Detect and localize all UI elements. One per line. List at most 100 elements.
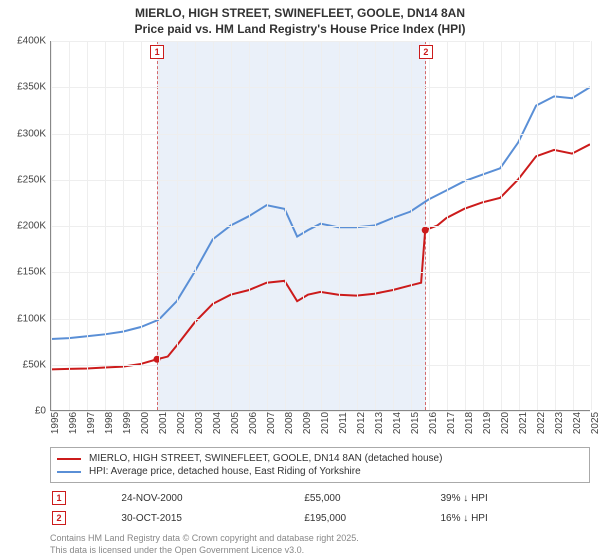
x-tick-label: 2006 xyxy=(248,412,259,434)
x-tick-label: 2021 xyxy=(518,412,529,434)
gridline-v xyxy=(429,41,430,410)
gridline-v xyxy=(267,41,268,410)
x-tick-label: 2010 xyxy=(320,412,331,434)
gridline-v xyxy=(321,41,322,410)
gridline-v xyxy=(591,41,592,410)
gridline-v xyxy=(375,41,376,410)
x-tick-label: 2004 xyxy=(212,412,223,434)
marker-row-price: £195,000 xyxy=(304,509,438,527)
legend: MIERLO, HIGH STREET, SWINEFLEET, GOOLE, … xyxy=(50,447,590,483)
x-tick-label: 1996 xyxy=(68,412,79,434)
legend-swatch xyxy=(57,458,81,460)
x-tick-label: 1997 xyxy=(86,412,97,434)
gridline-v xyxy=(213,41,214,410)
x-tick-label: 2007 xyxy=(266,412,277,434)
marker-row-price: £55,000 xyxy=(304,489,438,507)
gridline-v xyxy=(177,41,178,410)
gridline-v xyxy=(447,41,448,410)
x-axis: 1995 1996 1997 1998 1999 2000 2001 2002 2003 2004… xyxy=(50,411,590,441)
marker-row-delta: 16% ↓ HPI xyxy=(441,509,589,527)
x-tick-label: 2005 xyxy=(230,412,241,434)
chart-area: £0£50K£100K£150K£200K£250K£300K£350K£400… xyxy=(10,41,590,441)
footer: Contains HM Land Registry data © Crown c… xyxy=(50,533,590,556)
marker-dot-2 xyxy=(422,227,429,234)
x-tick-label: 2022 xyxy=(536,412,547,434)
plot-wrap: 12 1995 1996 1997 1998 1999 2000 2001 2002 2003 2… xyxy=(50,41,590,441)
gridline-v xyxy=(105,41,106,410)
x-tick-label: 1999 xyxy=(122,412,133,434)
gridline-v xyxy=(483,41,484,410)
gridline-v xyxy=(393,41,394,410)
marker-table: 1 24-NOV-2000£55,00039% ↓ HPI 2 30-OCT-2015… xyxy=(50,487,590,529)
gridline-v xyxy=(465,41,466,410)
y-tick-label: £300K xyxy=(17,128,46,139)
y-tick-label: £400K xyxy=(17,36,46,47)
gridline-v xyxy=(519,41,520,410)
y-tick-label: £100K xyxy=(17,313,46,324)
x-tick-label: 2025 xyxy=(590,412,600,434)
marker-row: 2 30-OCT-2015£195,00016% ↓ HPI xyxy=(52,509,588,527)
y-tick-label: £150K xyxy=(17,267,46,278)
gridline-v xyxy=(87,41,88,410)
gridline-v xyxy=(141,41,142,410)
x-tick-label: 2000 xyxy=(140,412,151,434)
x-tick-label: 2017 xyxy=(446,412,457,434)
x-tick-label: 2014 xyxy=(392,412,403,434)
gridline-v xyxy=(51,41,52,410)
x-tick-label: 2024 xyxy=(572,412,583,434)
x-tick-label: 2008 xyxy=(284,412,295,434)
x-tick-label: 2019 xyxy=(482,412,493,434)
marker-row-num: 2 xyxy=(52,511,66,525)
gridline-v xyxy=(249,41,250,410)
chart-title: MIERLO, HIGH STREET, SWINEFLEET, GOOLE, … xyxy=(10,6,590,37)
gridline-v xyxy=(537,41,538,410)
x-tick-label: 2003 xyxy=(194,412,205,434)
gridline-v xyxy=(285,41,286,410)
marker-row-delta: 39% ↓ HPI xyxy=(441,489,589,507)
legend-row: HPI: Average price, detached house, East… xyxy=(57,465,583,478)
x-tick-label: 2020 xyxy=(500,412,511,434)
y-tick-label: £200K xyxy=(17,221,46,232)
x-tick-label: 2001 xyxy=(158,412,169,434)
y-tick-label: £0 xyxy=(35,406,46,417)
x-tick-label: 2012 xyxy=(356,412,367,434)
x-tick-label: 1998 xyxy=(104,412,115,434)
gridline-v xyxy=(357,41,358,410)
gridline-v xyxy=(123,41,124,410)
x-tick-label: 2002 xyxy=(176,412,187,434)
y-axis: £0£50K£100K£150K£200K£250K£300K£350K£400… xyxy=(10,41,50,441)
y-tick-label: £250K xyxy=(17,174,46,185)
x-tick-label: 2023 xyxy=(554,412,565,434)
x-tick-label: 2013 xyxy=(374,412,385,434)
gridline-v xyxy=(195,41,196,410)
marker-row-date: 30-OCT-2015 xyxy=(121,509,302,527)
y-tick-label: £50K xyxy=(23,359,46,370)
legend-label: HPI: Average price, detached house, East… xyxy=(89,466,361,477)
footer-line-1: Contains HM Land Registry data © Crown c… xyxy=(50,533,590,545)
x-tick-label: 2009 xyxy=(302,412,313,434)
marker-row-num: 1 xyxy=(52,491,66,505)
legend-swatch xyxy=(57,471,81,473)
x-tick-label: 2015 xyxy=(410,412,421,434)
footer-line-2: This data is licensed under the Open Gov… xyxy=(50,545,590,557)
x-tick-label: 2018 xyxy=(464,412,475,434)
x-tick-label: 1995 xyxy=(50,412,61,434)
title-line-2: Price paid vs. HM Land Registry's House … xyxy=(10,22,590,38)
gridline-v xyxy=(303,41,304,410)
marker-row: 1 24-NOV-2000£55,00039% ↓ HPI xyxy=(52,489,588,507)
legend-row: MIERLO, HIGH STREET, SWINEFLEET, GOOLE, … xyxy=(57,452,583,465)
gridline-v xyxy=(231,41,232,410)
x-tick-label: 2016 xyxy=(428,412,439,434)
marker-row-date: 24-NOV-2000 xyxy=(121,489,302,507)
gridline-v xyxy=(573,41,574,410)
plot: 12 xyxy=(50,41,590,411)
x-tick-label: 2011 xyxy=(338,412,349,434)
gridline-v xyxy=(159,41,160,410)
y-tick-label: £350K xyxy=(17,82,46,93)
gridline-v xyxy=(69,41,70,410)
title-line-1: MIERLO, HIGH STREET, SWINEFLEET, GOOLE, … xyxy=(10,6,590,22)
gridline-v xyxy=(411,41,412,410)
gridline-v xyxy=(555,41,556,410)
legend-label: MIERLO, HIGH STREET, SWINEFLEET, GOOLE, … xyxy=(89,453,442,464)
gridline-v xyxy=(339,41,340,410)
